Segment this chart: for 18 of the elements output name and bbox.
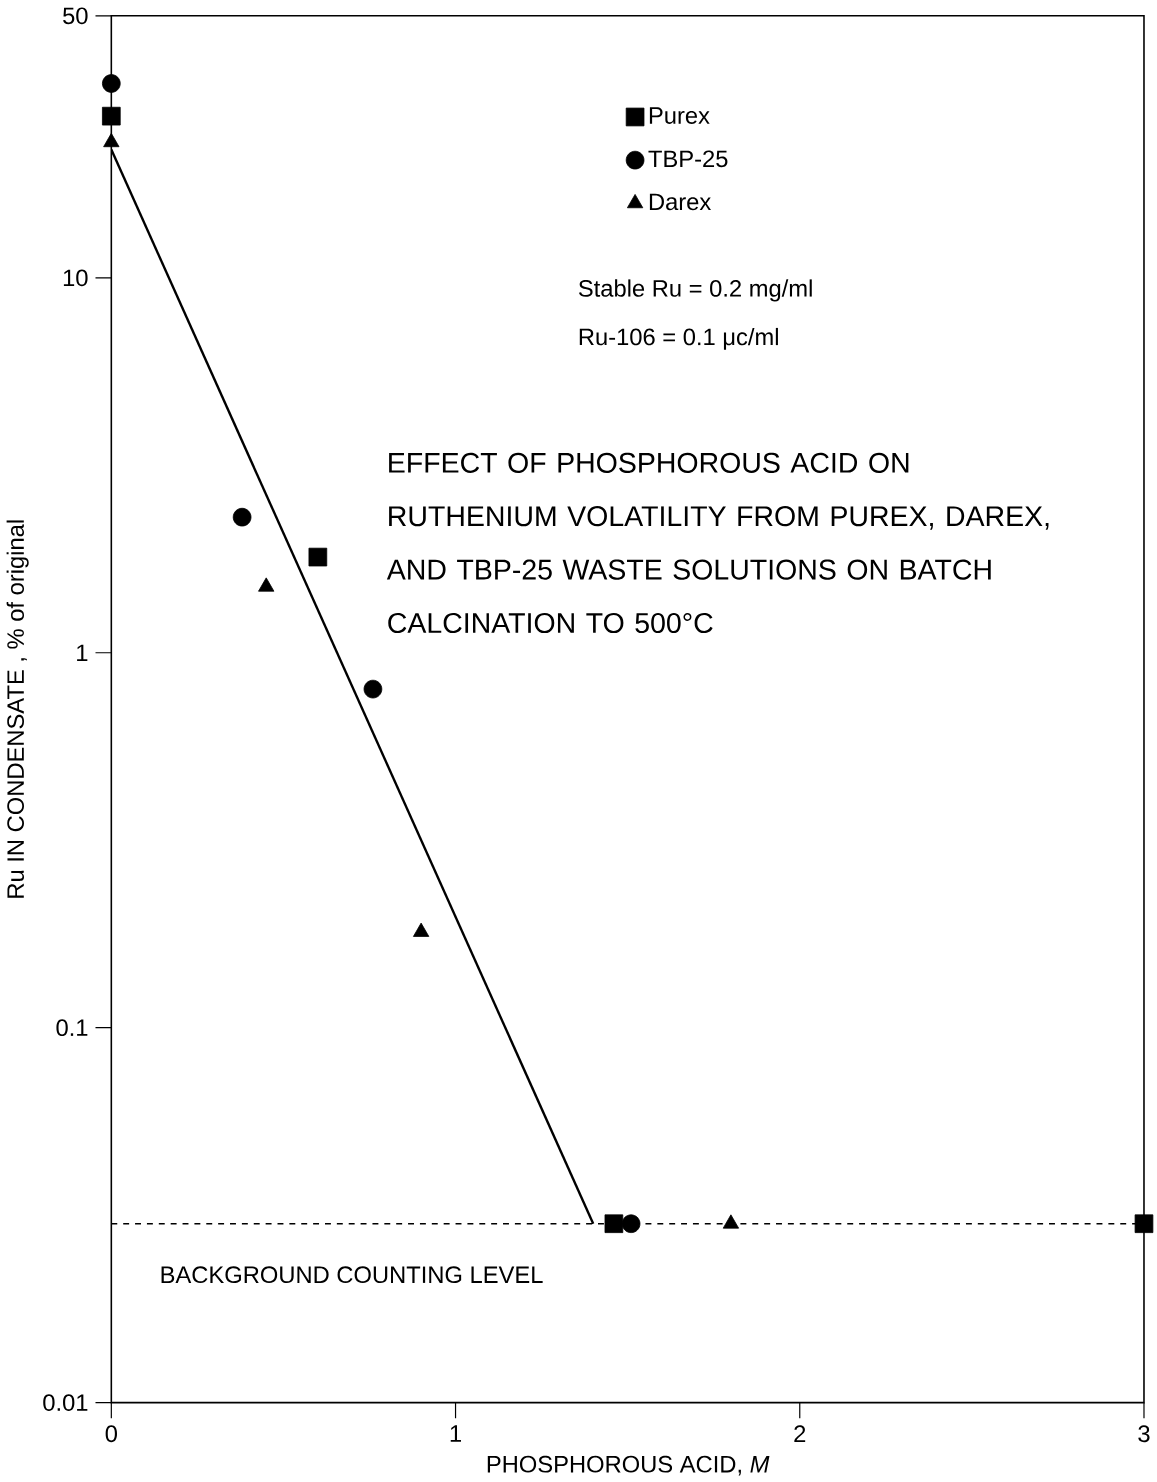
x-axis-title: PHOSPHOROUS ACID, M (487, 1455, 770, 1476)
y-tick-label: 10 (63, 269, 88, 287)
ref-line-label: BACKGROUND COUNTING LEVEL (161, 1266, 543, 1284)
x-tick-label: 0 (105, 1425, 117, 1443)
annotation: Ru-106 = 0.1 μc/ml (579, 327, 778, 350)
legend-label: Purex (649, 107, 710, 124)
y-tick-label: 0.1 (56, 1019, 88, 1037)
x-tick-label: 2 (794, 1425, 806, 1442)
text: EFFECT OF PHOSPHOROUS ACID ON RUTHENIUM VOLATILITY FROM PUREX, DAREX, AND TBP-25 WASTE SOLUTIONS ON BATCH CALCINATION TO 500°C (386, 452, 1049, 634)
y-tick-label: 0.01 (43, 1394, 88, 1411)
y-axis-title: Ru IN CONDENSATE , % of original (6, 520, 29, 898)
y-tick-label: 50 (62, 7, 88, 25)
x-tick-label: 1 (450, 1425, 461, 1442)
annotation: Stable Ru = 0.2 mg/ml (578, 279, 812, 302)
legend-label: Darex (649, 193, 711, 211)
x-tick-label: 3 (1138, 1425, 1150, 1443)
legend-label: TBP-25 (648, 150, 728, 168)
y-tick-label: 1 (77, 644, 88, 661)
